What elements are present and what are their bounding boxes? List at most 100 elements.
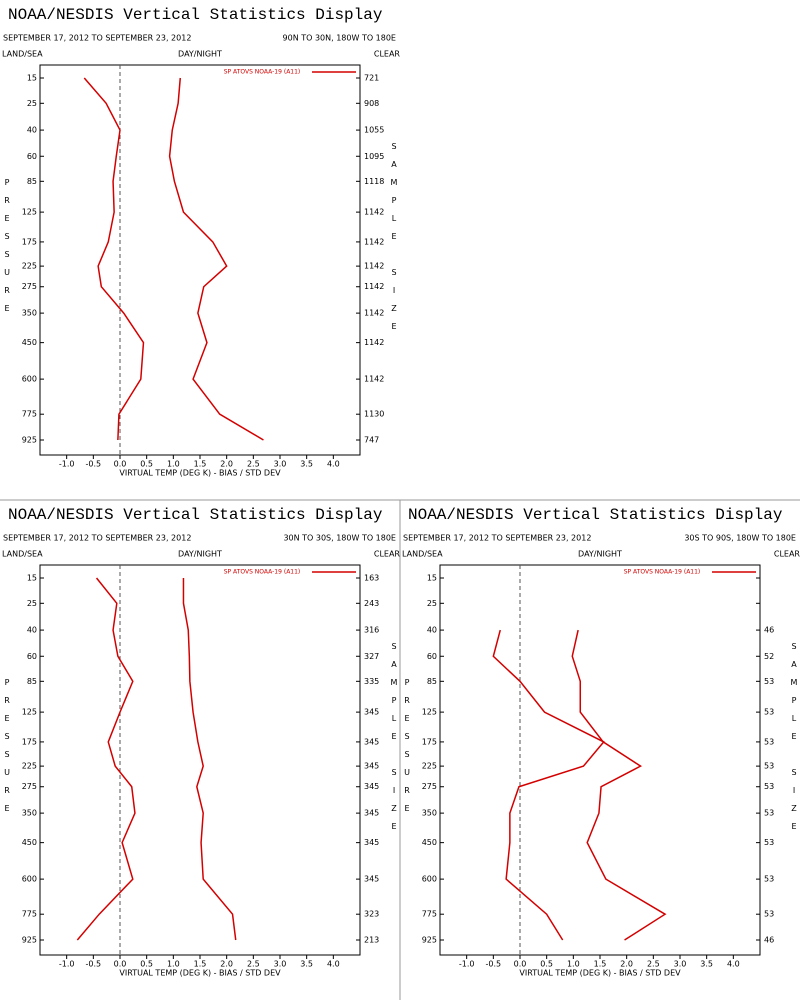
clear: CLEAR (374, 550, 401, 559)
y-tick-label: 925 (22, 936, 37, 945)
sample-size: 1142 (364, 237, 384, 246)
y-tick-label: 350 (22, 809, 37, 818)
plot-frame (39, 564, 361, 956)
x-tick-label: 2.5 (247, 460, 260, 469)
sample-size: 213 (364, 936, 379, 945)
x-tick-label: 3.0 (674, 960, 687, 969)
y-tick-label: 125 (422, 708, 437, 717)
y-tick-label: 225 (22, 762, 37, 771)
sample-size: 1118 (364, 177, 384, 186)
sample-size: 345 (364, 809, 379, 818)
sample-size: 53 (764, 910, 774, 919)
x-tick-label: -0.5 (86, 960, 102, 969)
x-tick-label: 3.5 (300, 960, 313, 969)
sample-size: 908 (364, 99, 379, 108)
date-range: SEPTEMBER 17, 2012 TO SEPTEMBER 23, 2012 (403, 534, 591, 543)
sample-size: 335 (364, 677, 379, 686)
y-tick-label: 175 (22, 237, 37, 246)
x-tick-label: -1.0 (59, 460, 75, 469)
x-tick-label: 3.5 (700, 960, 713, 969)
sample-size: 1095 (364, 152, 384, 161)
y-tick-label: 350 (422, 809, 437, 818)
y-tick-label: 15 (27, 74, 37, 83)
sample-size: 163 (364, 574, 379, 583)
y-tick-label: 60 (27, 652, 37, 661)
y-tick-label: 25 (27, 599, 37, 608)
y-tick-label: 125 (22, 708, 37, 717)
sample-size: 1130 (364, 410, 384, 419)
plot-frame (439, 564, 761, 956)
x-tick-label: 3.0 (274, 460, 287, 469)
y-tick-label: 600 (22, 875, 37, 884)
y-tick-label: 775 (22, 910, 37, 919)
y-tick-label: 15 (27, 574, 37, 583)
panel: NOAA/NESDIS Vertical Statistics Display S… (402, 506, 800, 977)
x-tick-label: 4.0 (327, 460, 340, 469)
y-tick-label: 225 (422, 762, 437, 771)
y-tick-label: 25 (427, 599, 437, 608)
sample-size: 345 (364, 737, 379, 746)
x-tick-label: 1.5 (194, 460, 207, 469)
y2-axis-label: SAMPLE SIZE (390, 142, 399, 340)
x-tick-label: 2.5 (647, 960, 660, 969)
sample-size: 53 (764, 708, 774, 717)
x-tick-label: -0.5 (486, 960, 502, 969)
sample-size: 345 (364, 762, 379, 771)
region: 30S TO 90S, 180W TO 180E (684, 534, 796, 543)
sample-size: 1142 (364, 375, 384, 384)
y-tick-label: 40 (427, 626, 437, 635)
y-tick-label: 450 (422, 838, 437, 847)
y-tick-label: 600 (422, 875, 437, 884)
sample-size: 721 (364, 74, 379, 83)
panel: NOAA/NESDIS Vertical Statistics Display S… (2, 6, 400, 477)
clear: CLEAR (774, 550, 800, 559)
x-tick-label: 2.5 (247, 960, 260, 969)
sample-size: 1055 (364, 126, 384, 135)
y-tick-label: 450 (22, 838, 37, 847)
y-tick-label: 85 (27, 677, 37, 686)
legend-label: SP ATOVS NOAA-19 (A11) (624, 569, 701, 576)
date-range: SEPTEMBER 17, 2012 TO SEPTEMBER 23, 2012 (3, 34, 191, 43)
x-axis-label: VIRTUAL TEMP (DEG K) - BIAS / STD DEV (519, 969, 681, 978)
x-tick-label: 0.5 (540, 960, 553, 969)
x-tick-label: 4.0 (327, 960, 340, 969)
sample-size: 1142 (364, 208, 384, 217)
profile-line (571, 629, 667, 941)
x-tick-label: 2.0 (220, 960, 233, 969)
sample-size: 747 (364, 436, 379, 445)
sample-size: 1142 (364, 262, 384, 271)
y-tick-label: 25 (27, 99, 37, 108)
y-tick-label: 175 (22, 737, 37, 746)
sample-size: 316 (364, 626, 379, 635)
y-tick-label: 925 (22, 436, 37, 445)
sample-size: 53 (764, 762, 774, 771)
y2-axis-label: SAMPLE SIZE (390, 642, 399, 840)
x-tick-label: 2.0 (220, 460, 233, 469)
x-axis-label: VIRTUAL TEMP (DEG K) - BIAS / STD DEV (119, 969, 281, 978)
y-tick-label: 925 (422, 936, 437, 945)
region: 30N TO 30S, 180W TO 180E (283, 534, 396, 543)
y-tick-label: 40 (27, 126, 37, 135)
y-tick-label: 275 (22, 282, 37, 291)
x-tick-label: 1.5 (194, 960, 207, 969)
sample-size: 323 (364, 910, 379, 919)
x-tick-label: -1.0 (459, 960, 475, 969)
chart-title: NOAA/NESDIS Vertical Statistics Display (8, 506, 383, 524)
y-tick-label: 350 (22, 309, 37, 318)
x-tick-label: 1.0 (567, 960, 580, 969)
x-tick-label: 1.0 (167, 460, 180, 469)
y-tick-label: 225 (22, 262, 37, 271)
sample-size: 345 (364, 708, 379, 717)
sample-size: 1142 (364, 309, 384, 318)
legend-label: SP ATOVS NOAA-19 (A11) (224, 569, 301, 576)
sample-size: 345 (364, 875, 379, 884)
sample-size: 345 (364, 782, 379, 791)
x-axis-label: VIRTUAL TEMP (DEG K) - BIAS / STD DEV (119, 469, 281, 478)
y-axis-label: PRESSURE (3, 178, 12, 322)
sample-size: 46 (764, 936, 774, 945)
region: 90N TO 30N, 180W TO 180E (283, 34, 396, 43)
profile-line (76, 577, 136, 941)
y-tick-label: 775 (22, 410, 37, 419)
profile-line (83, 77, 145, 441)
x-tick-label: 0.5 (140, 960, 153, 969)
